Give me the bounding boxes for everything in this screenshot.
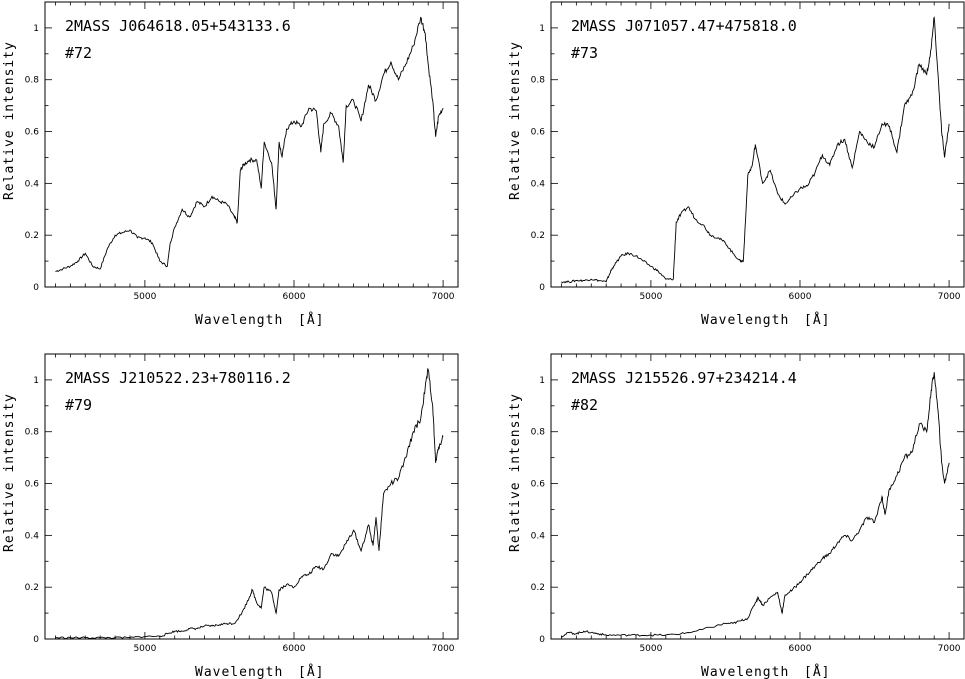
plot-frame — [44, 1, 459, 288]
plot-frame — [550, 1, 965, 288]
y-tick-label: 0 — [33, 283, 39, 293]
x-tick-label: 7000 — [432, 292, 455, 302]
spectrum-line — [561, 372, 950, 638]
plot-frame — [44, 353, 459, 640]
y-tick-label: 0.2 — [25, 231, 39, 241]
panel-72: 5000 6000 7000 0 0.2 0.4 0.6 0.8 1 2MASS J064618… — [2, 1, 459, 328]
x-tick-label: 6000 — [789, 292, 812, 302]
y-axis-label: Relative intensity — [508, 41, 523, 200]
panel-79: 5000 6000 7000 0 0.2 0.4 0.6 0.8 1 2MASS J210522… — [2, 353, 459, 679]
y-tick-label: 0.8 — [531, 428, 546, 438]
y-tick-label: 0.6 — [531, 480, 546, 490]
y-axis-label: Relative intensity — [2, 41, 17, 200]
y-tick-label: 0.4 — [531, 179, 546, 189]
x-axis-unit: [Å] — [298, 312, 324, 328]
y-axis-label: Relative intensity — [508, 393, 523, 552]
y-tick-label: 1 — [539, 24, 545, 34]
star-number: #73 — [571, 44, 598, 62]
y-tick-label: 0 — [33, 635, 39, 645]
x-axis-label: Wavelength — [701, 313, 789, 328]
y-axis-label: Relative intensity — [2, 393, 17, 552]
y-tick-label: 0.8 — [25, 76, 40, 86]
x-tick-label: 5000 — [639, 644, 662, 654]
ticks: 5000 6000 7000 0 0.2 0.4 0.6 0.8 1 — [25, 353, 459, 654]
x-tick-label: 7000 — [938, 644, 961, 654]
y-tick-label: 1 — [33, 24, 39, 34]
x-axis-label: Wavelength — [195, 665, 283, 679]
star-number: #82 — [571, 396, 598, 414]
x-tick-label: 6000 — [789, 644, 812, 654]
y-tick-label: 0.6 — [25, 480, 40, 490]
panel-73: 5000 6000 7000 0 0.2 0.4 0.6 0.8 1 2MASS J071057… — [508, 1, 965, 328]
y-tick-label: 0.4 — [531, 531, 546, 541]
x-tick-label: 5000 — [639, 292, 662, 302]
y-tick-label: 0.2 — [531, 583, 545, 593]
spectrum-line — [55, 16, 444, 272]
y-tick-label: 0.4 — [25, 179, 40, 189]
y-tick-label: 0.8 — [25, 428, 40, 438]
y-tick-label: 1 — [33, 376, 39, 386]
star-name: 2MASS J215526.97+234214.4 — [571, 369, 797, 387]
x-axis-label: Wavelength — [701, 665, 789, 679]
ticks: 5000 6000 7000 0 0.2 0.4 0.6 0.8 1 — [25, 1, 459, 302]
y-tick-label: 0.2 — [531, 231, 545, 241]
star-name: 2MASS J210522.23+780116.2 — [65, 369, 291, 387]
x-axis-label: Wavelength — [195, 313, 283, 328]
y-tick-label: 0 — [539, 283, 545, 293]
y-tick-label: 0.4 — [25, 531, 40, 541]
panel-82: 5000 6000 7000 0 0.2 0.4 0.6 0.8 1 2MASS J215526… — [508, 353, 965, 679]
plot-frame — [550, 353, 965, 640]
y-tick-label: 1 — [539, 376, 545, 386]
ticks: 5000 6000 7000 0 0.2 0.4 0.6 0.8 1 — [531, 1, 965, 302]
star-name: 2MASS J064618.05+543133.6 — [65, 17, 291, 35]
y-tick-label: 0.2 — [25, 583, 39, 593]
x-tick-label: 5000 — [133, 292, 156, 302]
x-axis-unit: [Å] — [804, 312, 830, 328]
x-axis-unit: [Å] — [804, 664, 830, 679]
star-name: 2MASS J071057.47+475818.0 — [571, 17, 797, 35]
x-tick-label: 7000 — [938, 292, 961, 302]
x-tick-label: 7000 — [432, 644, 455, 654]
y-tick-label: 0.6 — [531, 128, 546, 138]
spectrum-line — [55, 367, 444, 640]
y-tick-label: 0.6 — [25, 128, 40, 138]
ticks: 5000 6000 7000 0 0.2 0.4 0.6 0.8 1 — [531, 353, 965, 654]
star-number: #72 — [65, 44, 92, 62]
spectrum-line — [561, 16, 950, 284]
x-tick-label: 6000 — [283, 644, 306, 654]
x-tick-label: 6000 — [283, 292, 306, 302]
star-number: #79 — [65, 396, 92, 414]
x-tick-label: 5000 — [133, 644, 156, 654]
x-axis-unit: [Å] — [298, 664, 324, 679]
y-tick-label: 0.8 — [531, 76, 546, 86]
y-tick-label: 0 — [539, 635, 545, 645]
